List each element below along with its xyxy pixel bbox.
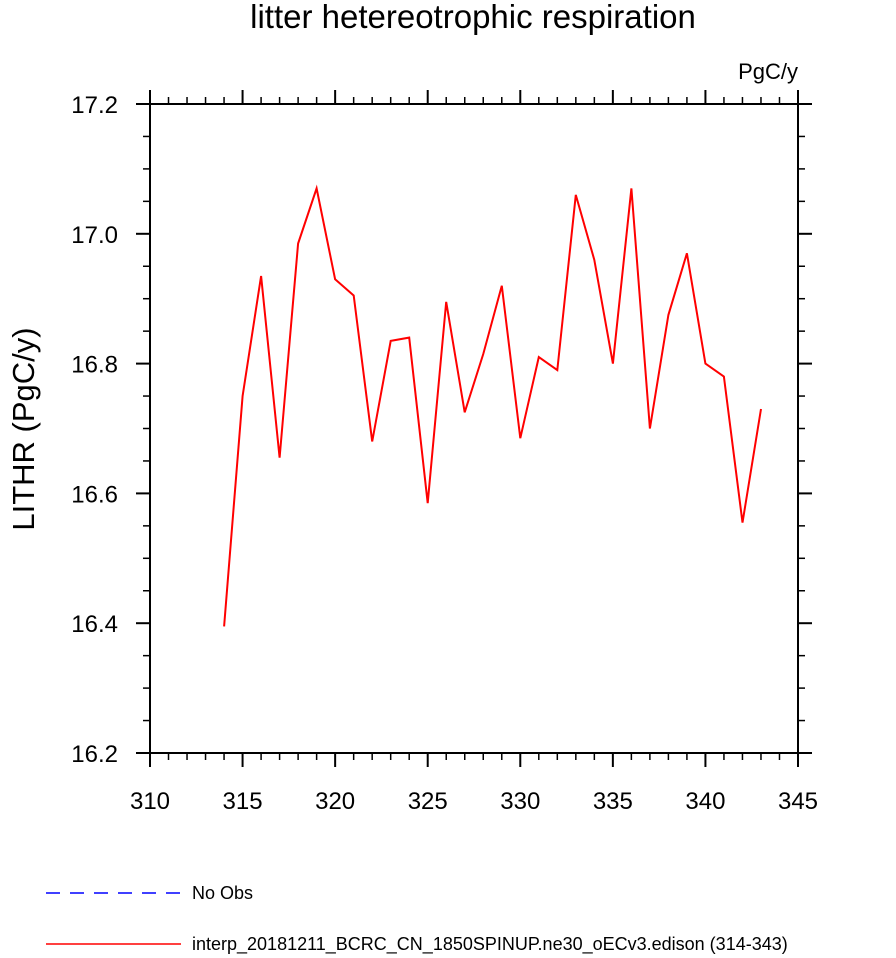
series-line xyxy=(223,184,762,627)
x-tick-label: 315 xyxy=(223,788,263,815)
y-axis-label: LITHR (PgC/y) xyxy=(6,327,41,530)
units-label: PgC/y xyxy=(738,59,798,84)
plot-frame xyxy=(149,103,799,754)
y-tick-label: 16.2 xyxy=(71,741,118,768)
chart-title: litter hetereotrophic respiration xyxy=(250,0,696,35)
y-tick-label: 17.0 xyxy=(71,222,118,249)
y-tick-label: 17.2 xyxy=(71,92,118,119)
x-tick-label: 320 xyxy=(315,788,355,815)
y-tick-label: 16.6 xyxy=(71,481,118,508)
series-lines xyxy=(223,184,762,627)
legend-label: interp_20181211_BCRC_CN_1850SPINUP.ne30_… xyxy=(192,934,788,955)
x-tick-label: 335 xyxy=(593,788,633,815)
legend: No Obs interp_20181211_BCRC_CN_1850SPINUP… xyxy=(46,883,788,955)
x-tick-label: 340 xyxy=(685,788,725,815)
axis-ticks: 310 315 320 325 330 335 340 345 16.2 16.4 16.6 16.8… xyxy=(71,90,818,815)
y-tick-label: 16.8 xyxy=(71,352,118,379)
x-tick-label: 325 xyxy=(408,788,448,815)
legend-label: No Obs xyxy=(192,883,253,903)
x-tick-label: 345 xyxy=(778,788,818,815)
y-tick-label: 16.4 xyxy=(71,611,118,638)
x-tick-label: 310 xyxy=(130,788,170,815)
x-tick-label: 330 xyxy=(500,788,540,815)
